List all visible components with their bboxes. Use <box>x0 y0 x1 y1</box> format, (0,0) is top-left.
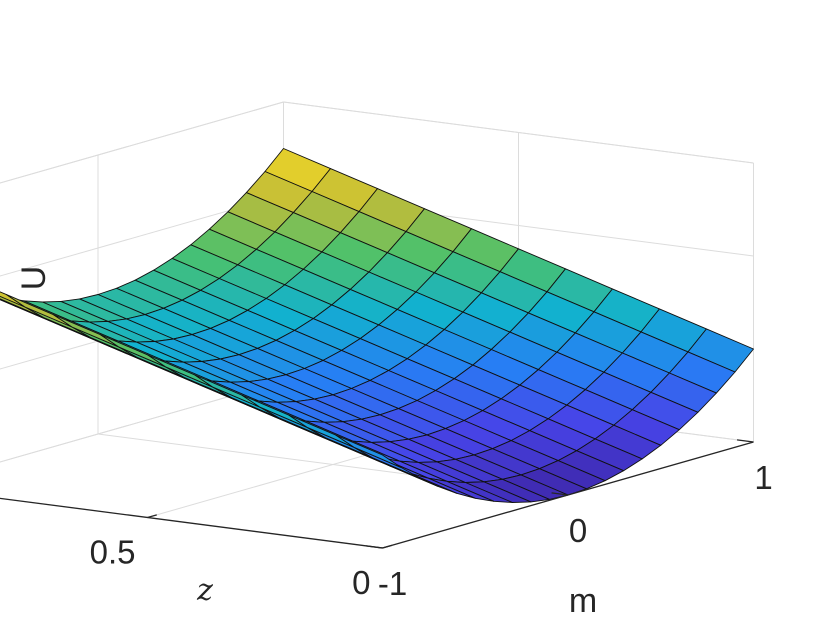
axis-lines <box>0 439 754 549</box>
grid-line-floor-m <box>0 497 383 549</box>
m-axis-label: m <box>569 582 597 620</box>
z-axis-label: U <box>15 266 53 291</box>
z-tick-mark <box>147 514 157 519</box>
m-tick-mark <box>551 492 569 496</box>
z-tick-mark <box>382 544 392 549</box>
z-tick-label: 0.5 <box>90 534 136 571</box>
grid-line-back-u <box>0 194 284 277</box>
m-tick-label: -1 <box>378 565 407 602</box>
box-top-side <box>283 101 754 164</box>
surface-mesh <box>0 148 754 503</box>
surface-patch <box>335 434 402 468</box>
z-tick-label: 0 <box>352 564 370 601</box>
grid-line-floor-z <box>0 380 284 463</box>
m-tick-label: 1 <box>754 459 772 496</box>
box-top-back <box>0 101 284 184</box>
m-tick-label: 0 <box>569 512 587 549</box>
grid-line-back-u <box>0 101 284 184</box>
m-tick-mark <box>365 545 383 549</box>
m-tick-mark <box>736 439 754 443</box>
z-axis-line <box>0 497 383 549</box>
z-variable-label: z <box>196 573 213 608</box>
